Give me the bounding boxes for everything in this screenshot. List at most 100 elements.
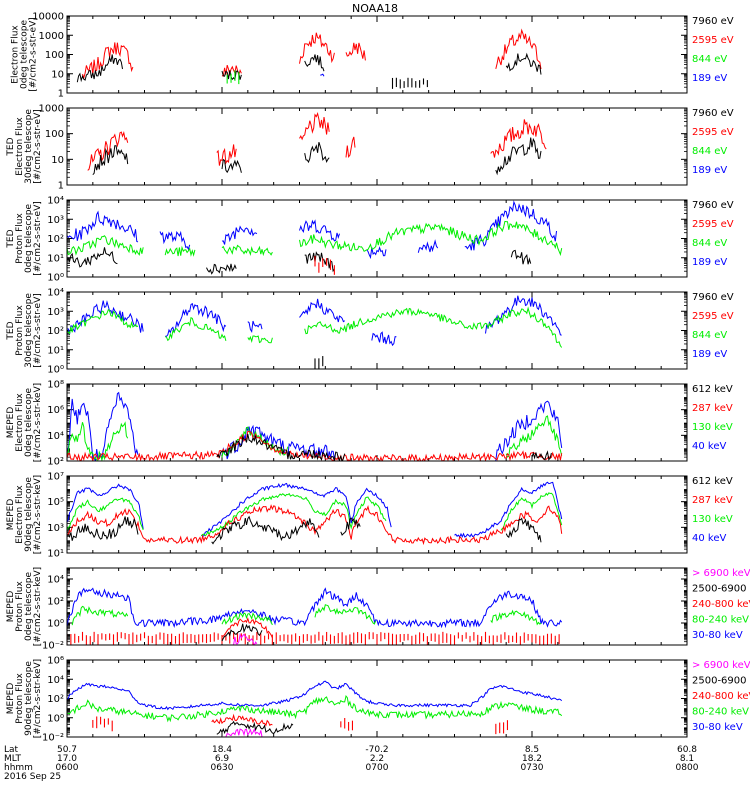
series-line-black	[216, 720, 294, 735]
legend-entry: 189 eV	[692, 349, 727, 360]
y-tick-label: 10⁶	[47, 656, 64, 667]
series-line-red	[221, 617, 273, 639]
x-tick-label: 18.2	[522, 754, 542, 764]
y-tick-label: 10³	[47, 307, 64, 318]
series-line-green	[505, 415, 563, 458]
legend-entry: 80-240 keV	[692, 707, 749, 718]
series-line-red	[67, 430, 563, 461]
series-line-green	[67, 309, 139, 335]
series-group	[67, 481, 563, 546]
x-tick-label: 8.1	[680, 754, 694, 764]
x-tick-label: 60.8	[677, 745, 697, 755]
series-line-blue	[464, 200, 557, 251]
series-line-black	[211, 515, 320, 545]
x-tick-label: 17.0	[57, 754, 77, 764]
y-axis-label: 0deg telescope	[20, 20, 30, 90]
panel-frame	[66, 15, 688, 94]
series-line-green	[247, 335, 273, 344]
series-line-blue	[247, 320, 263, 333]
y-tick-label: 10²	[47, 694, 64, 705]
series-line-black	[505, 52, 542, 75]
panel-frame	[66, 291, 688, 370]
x-tick-label: -70.2	[365, 745, 388, 755]
legend-entry: 189 eV	[692, 257, 727, 268]
series-line-green	[200, 492, 387, 537]
legend-entry: 2595 eV	[692, 311, 734, 322]
legend-entry: 2500-6900 keV	[692, 676, 750, 687]
series-line-red	[345, 42, 366, 61]
series-line-green	[67, 421, 129, 461]
y-tick-label: 100	[45, 129, 64, 140]
y-tick-label: 10⁶	[47, 405, 64, 416]
series-line-black	[206, 263, 237, 275]
y-tick-label: 10⁻²	[42, 641, 64, 652]
series-line-green	[164, 245, 196, 257]
legend-entry: 30-80 keV	[692, 630, 743, 641]
legend-entry: 40 keV	[692, 533, 726, 544]
series-line-blue	[67, 391, 139, 461]
legend-entry: 844 eV	[692, 330, 727, 341]
series-line-black	[505, 517, 542, 543]
y-tick-label: 10⁴	[47, 431, 64, 442]
series-line-blue	[299, 298, 345, 323]
y-tick-label: 10¹	[47, 345, 64, 356]
y-tick-label: 1	[58, 89, 64, 100]
figure-title: NOAA18	[352, 2, 398, 15]
panel-5: 10² 10⁴ 10⁶ 10⁸ MEPED Electron Flux 0deg teles…	[6, 380, 733, 468]
series-line-red	[490, 119, 547, 158]
series-line-green	[490, 609, 542, 626]
x-row-label: hhmm	[4, 763, 33, 773]
y-axis-label: 0deg telescope	[24, 572, 34, 642]
legend-entry: 189 eV	[692, 165, 727, 176]
series-line-blue	[320, 73, 325, 77]
series-line-red	[211, 713, 273, 727]
series-line-green	[67, 497, 144, 531]
series-line-black	[67, 516, 139, 541]
y-axis-label: [#/cm2-s-str-keV]	[33, 475, 43, 554]
panel-1: 1 10 100 1000 10000 Electron Flux 0deg telesco…	[11, 12, 734, 100]
legend-entry: 189 eV	[692, 73, 727, 84]
legend-entry: 30-80 keV	[692, 722, 743, 733]
panel-frame	[66, 567, 688, 646]
panel-6: 10¹ 10³ 10⁵ 10⁷ MEPED Electron Flux 90deg tele…	[6, 472, 733, 560]
y-axis-label: [#/cm2-s-str-eV]	[33, 109, 43, 184]
y-tick-label: 10⁰	[47, 619, 64, 630]
panel-frame	[66, 199, 688, 278]
x-tick-label: 8.5	[525, 745, 539, 755]
series-line-red	[345, 136, 356, 159]
y-axis-label: 30deg telescope	[24, 293, 34, 368]
series-line-green	[67, 695, 563, 723]
y-axis-label: Proton Flux	[15, 673, 25, 724]
legend-entry: 612 keV	[692, 384, 733, 395]
panel-8: 10⁻² 10⁰ 10² 10⁴ 10⁶ MEPED Proton Flux 90deg te…	[6, 656, 750, 744]
series-line-red	[216, 144, 237, 166]
y-tick-label: 10¹	[47, 549, 64, 560]
series-group	[67, 391, 563, 461]
y-axis-label: [#/cm2-s-str-keV]	[33, 383, 43, 462]
y-axis-label: MEPED	[6, 591, 16, 623]
series-line-red	[87, 130, 129, 171]
x-tick-label: 0600	[56, 763, 79, 773]
series-line-black	[510, 249, 532, 265]
y-tick-label: 10¹	[47, 253, 64, 264]
legend-entry: 2595 eV	[692, 127, 734, 138]
y-tick-label: 10⁴	[47, 196, 64, 207]
series-line-black	[304, 54, 325, 72]
y-axis-label: 0deg telescope	[24, 388, 34, 458]
y-tick-label: 1	[58, 181, 64, 192]
legend-entry: > 6900 keV	[692, 568, 750, 579]
y-axis-label: Electron Flux	[15, 117, 25, 176]
series-line-black	[531, 450, 552, 461]
legend-entry: 130 keV	[692, 514, 733, 525]
series-line-blue	[485, 295, 562, 336]
y-tick-label: 10²	[47, 326, 64, 337]
legend-entry: 844 eV	[692, 146, 727, 157]
panel-frame	[66, 659, 688, 738]
series-line-black	[340, 517, 361, 536]
y-axis-label: Electron Flux	[15, 485, 25, 544]
series-line-red	[299, 112, 330, 141]
y-axis-label: 90deg telescope	[24, 661, 34, 736]
series-line-black	[221, 623, 263, 642]
series-line-red	[299, 32, 335, 64]
